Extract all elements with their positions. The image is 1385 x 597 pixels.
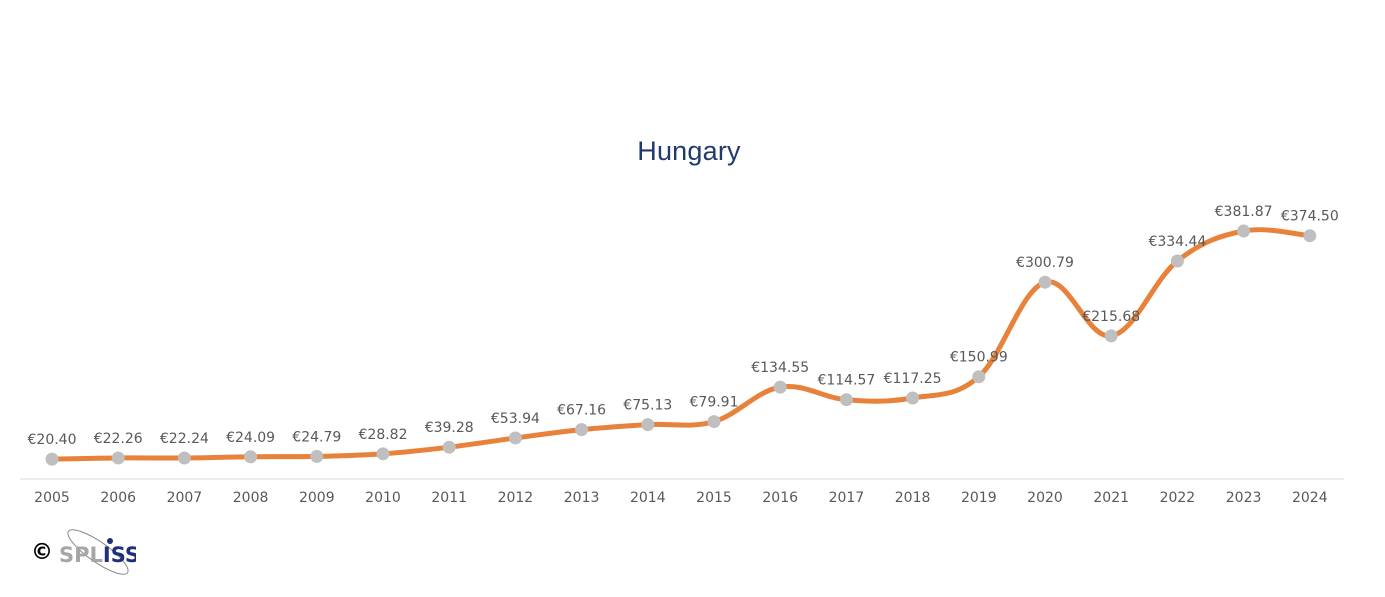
data-point-2020 [1038, 275, 1052, 289]
data-point-2018 [906, 391, 920, 405]
data-point-2006 [111, 451, 125, 465]
x-tick-labels-group: 2005 2006 2007 2008 2009 2010 2011 2012 2013 2014… [34, 490, 1328, 506]
x-tick-label-2009: 2009 [299, 490, 335, 506]
x-tick-label-2008: 2008 [233, 490, 269, 506]
x-tick-label-2016: 2016 [762, 490, 798, 506]
data-point-2012 [508, 431, 522, 445]
x-tick-label-2014: 2014 [630, 490, 666, 506]
logo-text-l: L [90, 543, 103, 567]
data-point-2019 [972, 370, 986, 384]
data-point-2023 [1237, 224, 1251, 238]
data-point-2011 [442, 440, 456, 454]
copyright-symbol: © [31, 540, 53, 565]
data-label-2012: €53.94 [491, 411, 540, 427]
data-label-2022: €334.44 [1148, 234, 1206, 250]
logo-orbit-icon [67, 529, 129, 575]
x-tick-label-2024: 2024 [1292, 490, 1328, 506]
series-line [49, 227, 1313, 462]
data-point-2015 [707, 415, 721, 429]
x-tick-label-2011: 2011 [431, 490, 467, 506]
x-tick-label-2017: 2017 [829, 490, 865, 506]
data-point-2014 [641, 418, 655, 432]
x-tick-label-2022: 2022 [1160, 490, 1196, 506]
spliss-logo: SPLISS [59, 529, 136, 575]
chart-title: Hungary [637, 136, 741, 166]
x-tick-label-2019: 2019 [961, 490, 997, 506]
data-label-2023: €381.87 [1215, 204, 1273, 220]
x-tick-label-2006: 2006 [100, 490, 136, 506]
logo-dot-icon [107, 538, 113, 544]
svg-text:SPLISS: SPLISS [59, 543, 136, 567]
data-point-2013 [575, 423, 589, 437]
data-point-2021 [1104, 329, 1118, 343]
x-tick-label-2012: 2012 [498, 490, 534, 506]
logo-text-ss: SS [111, 543, 136, 567]
data-label-2018: €117.25 [884, 371, 942, 387]
data-point-2010 [376, 447, 390, 461]
markers-group [45, 224, 1317, 466]
x-tick-label-2020: 2020 [1027, 490, 1063, 506]
data-point-2005 [45, 452, 59, 466]
data-label-2005: €20.40 [28, 432, 77, 448]
x-tick-label-2013: 2013 [564, 490, 600, 506]
x-tick-label-2015: 2015 [696, 490, 732, 506]
logo-text-sp: SP [59, 543, 90, 567]
data-label-2008: €24.09 [226, 430, 275, 446]
x-tick-label-2005: 2005 [34, 490, 70, 506]
data-label-2010: €28.82 [359, 427, 408, 443]
data-label-2015: €79.91 [690, 395, 739, 411]
x-tick-label-2023: 2023 [1226, 490, 1262, 506]
data-label-2006: €22.26 [94, 431, 143, 447]
data-labels-group: €20.40 €22.26 €22.24 €24.09 €24.79 €28.82 €39.… [28, 204, 1339, 448]
data-label-2019: €150.99 [950, 350, 1008, 366]
data-point-2009 [310, 449, 324, 463]
data-label-2021: €215.68 [1082, 309, 1140, 325]
data-label-2017: €114.57 [817, 373, 875, 389]
data-label-2011: €39.28 [425, 420, 474, 436]
data-label-2020: €300.79 [1016, 255, 1074, 271]
data-label-2024: €374.50 [1281, 209, 1339, 225]
data-label-2007: €22.24 [160, 431, 209, 447]
data-label-2016: €134.55 [751, 360, 809, 376]
data-point-2017 [839, 393, 853, 407]
x-tick-label-2021: 2021 [1093, 490, 1129, 506]
data-point-2024 [1303, 229, 1317, 243]
data-point-2016 [773, 380, 787, 394]
data-label-2009: €24.79 [292, 429, 341, 445]
logo-text-i: I [103, 543, 111, 567]
data-point-2022 [1170, 254, 1184, 268]
data-label-2014: €75.13 [623, 398, 672, 414]
data-point-2008 [244, 450, 258, 464]
x-tick-label-2010: 2010 [365, 490, 401, 506]
x-tick-label-2007: 2007 [167, 490, 203, 506]
data-label-2013: €67.16 [557, 403, 606, 419]
data-point-2007 [177, 451, 191, 465]
x-tick-label-2018: 2018 [895, 490, 931, 506]
